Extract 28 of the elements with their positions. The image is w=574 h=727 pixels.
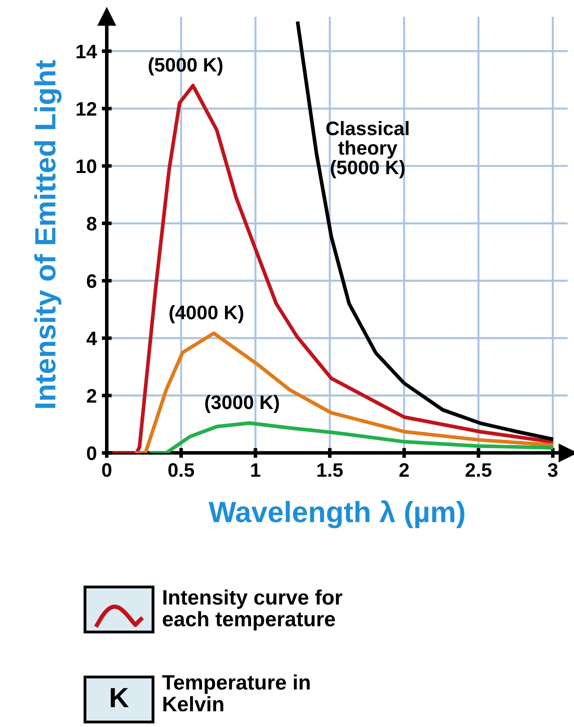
series-label: (5000 K) — [148, 57, 222, 76]
series-label: (3000 K) — [205, 394, 279, 414]
line-series — [134, 331, 554, 453]
y-tick-label: 14 — [76, 44, 97, 58]
x-tick-label: 1.5 — [318, 463, 343, 477]
text: Intensity curve for each temperature — [162, 589, 342, 631]
y-tick-label: 0 — [87, 446, 96, 460]
line-series — [112, 84, 554, 453]
text: K — [110, 688, 129, 708]
series-label: Classical theory (5000 K) — [326, 120, 408, 178]
line-series — [150, 421, 554, 453]
x-tick-label: 2 — [399, 463, 409, 477]
x-tick-label: 2.5 — [466, 463, 492, 477]
y-tick-label: 10 — [76, 159, 96, 174]
x-tick-label: 3 — [548, 463, 558, 477]
y-tick-label: 2 — [86, 388, 96, 403]
line-series — [296, 22, 554, 441]
x-tick-label: 0.5 — [168, 463, 194, 477]
y-tick-label: 4 — [86, 332, 97, 346]
series-label: (4000 K) — [170, 305, 244, 324]
text: Temperature in Kelvin — [162, 674, 310, 712]
y-axis-title: Intensity of Emitted Light — [34, 60, 62, 408]
x-tick-label: 1 — [251, 463, 260, 477]
y-tick-label: 12 — [76, 102, 96, 116]
y-tick-label: 6 — [86, 274, 96, 288]
y-tick-label: 8 — [86, 216, 96, 231]
x-axis-title: Wavelength λ (µm) — [208, 500, 464, 528]
x-tick-label: 0 — [102, 463, 112, 477]
